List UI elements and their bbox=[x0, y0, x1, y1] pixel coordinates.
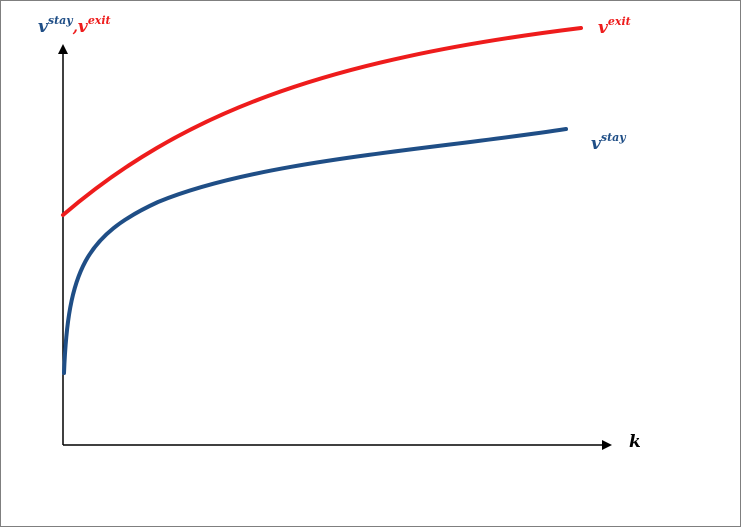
y-label-exit-base: v bbox=[78, 17, 89, 37]
x-axis-label: k bbox=[629, 432, 641, 452]
exit-curve bbox=[61, 26, 583, 217]
y-axis-label: vstay,vexit bbox=[38, 14, 111, 37]
stay-curve-label: vstay bbox=[591, 131, 627, 154]
y-label-separator: , bbox=[72, 18, 78, 36]
y-label-stay-sup: stay bbox=[48, 14, 74, 27]
exit-curve-label: vexit bbox=[598, 15, 631, 38]
y-label-exit-sup: exit bbox=[88, 14, 111, 27]
stay-label-sup: stay bbox=[601, 131, 627, 144]
exit-label-sup: exit bbox=[608, 15, 631, 28]
stay-label-base: v bbox=[591, 134, 602, 154]
exit-label-base: v bbox=[598, 18, 609, 38]
stay-curve bbox=[62, 127, 568, 375]
y-label-stay-base: v bbox=[38, 17, 49, 37]
